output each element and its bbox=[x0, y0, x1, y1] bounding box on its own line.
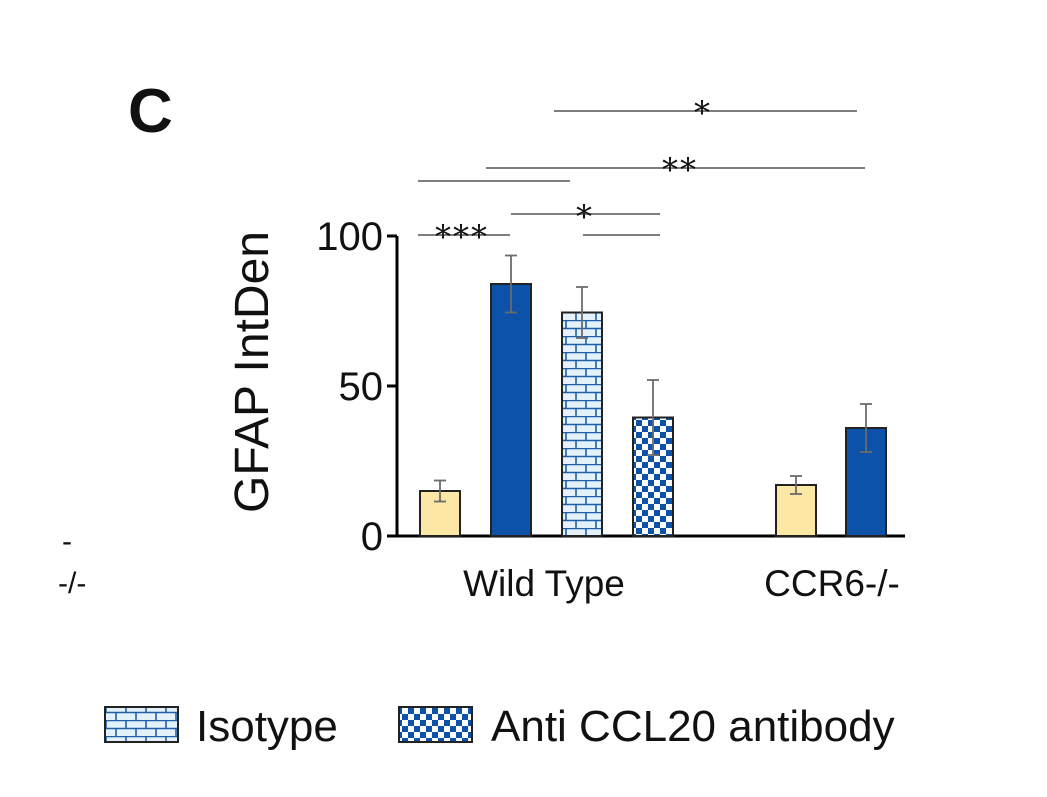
sig-label-2: * bbox=[576, 198, 594, 236]
edge-fragment-bottom: -/- bbox=[58, 567, 86, 600]
y-tick-label-0: 0 bbox=[361, 515, 383, 559]
legend-label-anti-ccl20: Anti CCL20 antibody bbox=[491, 702, 895, 751]
legend: Isotype Anti CCL20 antibody bbox=[104, 702, 895, 751]
sig-label-0: *** bbox=[435, 218, 489, 256]
bar-g1-1-blue bbox=[845, 427, 887, 537]
legend-swatch-isotype bbox=[104, 706, 179, 743]
legend-swatch-anti-ccl20 bbox=[398, 706, 473, 743]
sig-label-4: ** bbox=[662, 151, 698, 189]
y-tick-label-50: 50 bbox=[339, 365, 384, 409]
bars bbox=[419, 254, 887, 537]
significance-brackets: ******* bbox=[418, 94, 865, 256]
group-label-wild-type: Wild Type bbox=[463, 563, 625, 604]
y-tick-label-100: 100 bbox=[316, 215, 383, 259]
group-label-ccr6: CCR6-/- bbox=[764, 563, 900, 604]
panel-label: C bbox=[128, 77, 173, 146]
edge-fragment-top: - bbox=[62, 525, 72, 558]
bar-g0-1-blue bbox=[490, 283, 532, 537]
bar-g0-2-brick bbox=[561, 311, 603, 537]
sig-label-5: * bbox=[694, 94, 712, 132]
legend-label-isotype: Isotype bbox=[196, 702, 338, 751]
y-ticks: 0 50 100 bbox=[316, 215, 397, 559]
y-axis-title: GFAP IntDen bbox=[226, 231, 279, 513]
